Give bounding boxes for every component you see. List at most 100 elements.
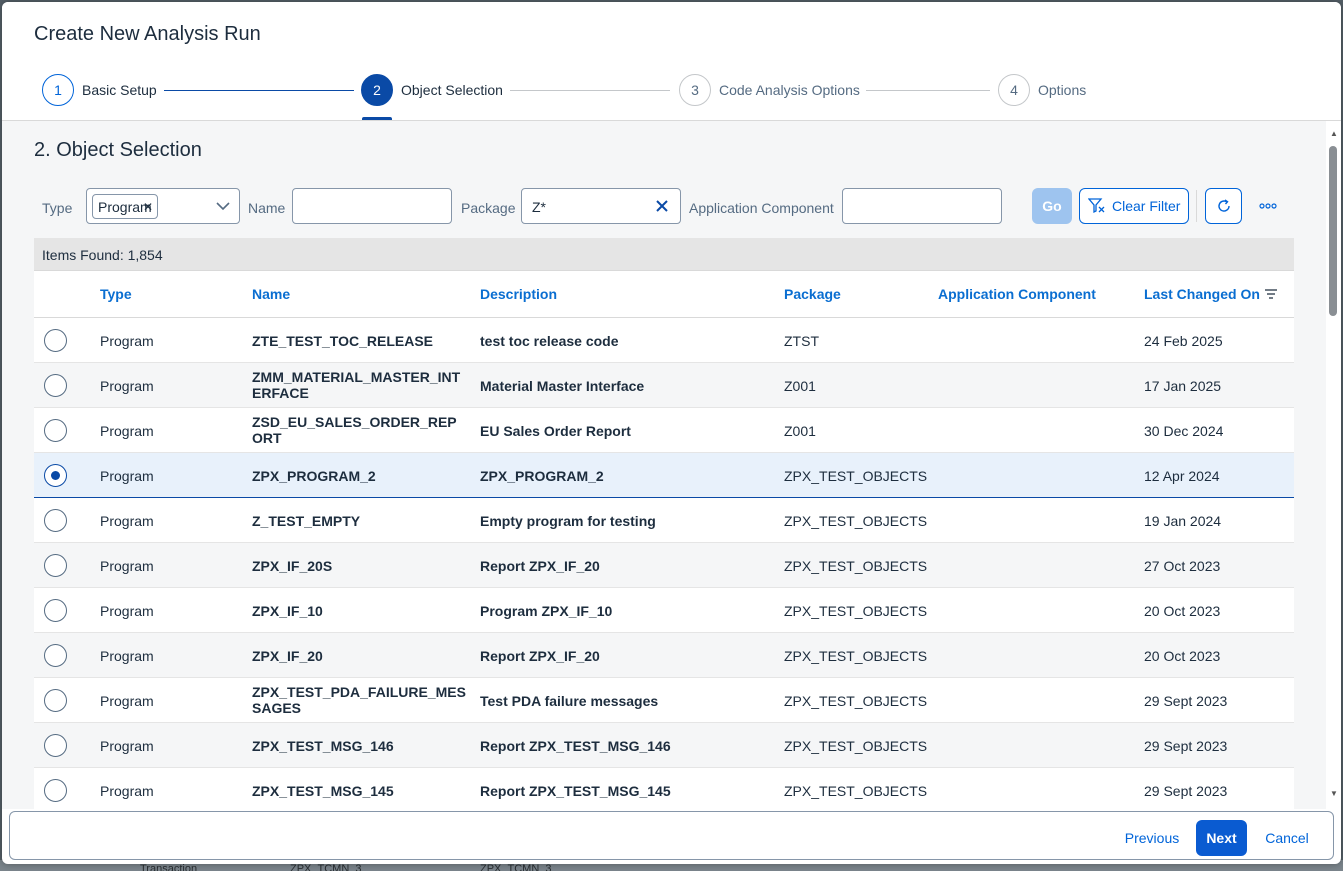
cancel-button[interactable]: Cancel: [1265, 830, 1309, 846]
background-app-strip: Transaction ZPX_TCMN_3 ZPX_TCMN_3: [0, 860, 1343, 871]
cell-description: EU Sales Order Report: [480, 423, 631, 439]
objects-table: Items Found: 1,854 Type Name Description…: [34, 238, 1294, 809]
chevron-down-icon[interactable]: [215, 198, 231, 214]
package-filter-input[interactable]: Z*: [521, 188, 681, 224]
cell-name: ZPX_IF_10: [252, 603, 323, 619]
wizard-step-object-selection[interactable]: 2 Object Selection: [361, 74, 503, 106]
dialog-content[interactable]: 2. Object Selection Type Program ✕ Name …: [2, 121, 1326, 809]
row-select-radio[interactable]: [44, 419, 67, 442]
table-row[interactable]: Program ZPX_PROGRAM_2 ZPX_PROGRAM_2 ZPX_TES…: [34, 453, 1294, 498]
package-filter-label: Package: [461, 200, 516, 216]
cell-name: ZPX_TEST_PDA_FAILURE_MESSAGES: [252, 684, 466, 716]
cell-name: ZPX_TEST_MSG_145: [252, 783, 394, 799]
cell-last-changed-on: 29 Sept 2023: [1144, 738, 1228, 754]
step-number: 4: [998, 74, 1030, 106]
refresh-button[interactable]: [1205, 188, 1242, 224]
row-select-radio[interactable]: [44, 644, 67, 667]
cell-package: Z001: [784, 378, 816, 394]
cell-last-changed-on: 19 Jan 2024: [1144, 513, 1222, 529]
previous-button[interactable]: Previous: [1124, 830, 1180, 846]
overflow-icon: [1259, 203, 1277, 209]
row-select-radio[interactable]: [44, 374, 67, 397]
table-body: Program ZTE_TEST_TOC_RELEASE test toc rele…: [34, 318, 1294, 809]
row-select-radio[interactable]: [44, 779, 67, 802]
column-header-type[interactable]: Type: [100, 286, 132, 302]
table-row[interactable]: Program Z_TEST_EMPTY Empty program for tes…: [34, 498, 1294, 543]
cell-name: ZSD_EU_SALES_ORDER_REPORT: [252, 414, 457, 446]
cell-name: ZTE_TEST_TOC_RELEASE: [252, 333, 434, 349]
refresh-icon: [1217, 199, 1230, 212]
close-icon[interactable]: [654, 198, 670, 214]
scroll-thumb[interactable]: [1329, 146, 1337, 316]
column-header-last-changed-on[interactable]: Last Changed On: [1144, 286, 1260, 302]
cell-last-changed-on: 27 Oct 2023: [1144, 558, 1221, 574]
table-row[interactable]: Program ZSD_EU_SALES_ORDER_REPORT EU Sales…: [34, 408, 1294, 453]
go-button[interactable]: Go: [1032, 188, 1072, 224]
type-token-text: Program: [98, 198, 152, 215]
table-row[interactable]: Program ZPX_TEST_MSG_146 Report ZPX_TEST_M…: [34, 723, 1294, 768]
cell-type: Program: [100, 603, 154, 619]
clear-filter-label: Clear Filter: [1112, 198, 1181, 214]
content-scrollbar[interactable]: ▲ ▼: [1326, 121, 1341, 809]
table-row[interactable]: Program ZPX_TEST_PDA_FAILURE_MESSAGES Test…: [34, 678, 1294, 723]
cell-last-changed-on: 29 Sept 2023: [1144, 783, 1228, 799]
table-row[interactable]: Program ZTE_TEST_TOC_RELEASE test toc rele…: [34, 318, 1294, 363]
step-number: 2: [361, 74, 393, 106]
cell-description: Report ZPX_TEST_MSG_145: [480, 783, 671, 799]
step-number: 3: [679, 74, 711, 106]
sort-descending-icon[interactable]: [1264, 288, 1278, 300]
cell-description: Report ZPX_TEST_MSG_146: [480, 738, 671, 754]
cell-name: Z_TEST_EMPTY: [252, 513, 361, 529]
cell-description: test toc release code: [480, 333, 619, 349]
wizard-step-basic-setup[interactable]: 1 Basic Setup: [42, 74, 157, 106]
close-icon[interactable]: ✕: [142, 200, 154, 214]
cell-description: Report ZPX_IF_20: [480, 648, 600, 664]
step-label: Options: [1038, 82, 1087, 98]
table-row[interactable]: Program ZPX_IF_20 Report ZPX_IF_20 ZPX_TEST…: [34, 633, 1294, 678]
cell-last-changed-on: 20 Oct 2023: [1144, 603, 1221, 619]
table-row[interactable]: Program ZPX_IF_10 Program ZPX_IF_10 ZPX_TES…: [34, 588, 1294, 633]
type-filter-input[interactable]: Program ✕: [86, 188, 240, 224]
clear-filter-button[interactable]: Clear Filter: [1079, 188, 1189, 224]
wizard-step-code-analysis-options[interactable]: 3 Code Analysis Options: [679, 74, 860, 106]
row-select-radio[interactable]: [44, 509, 67, 532]
column-header-description[interactable]: Description: [480, 286, 558, 302]
section-title: 2. Object Selection: [34, 139, 202, 161]
cell-package: ZTST: [784, 333, 819, 349]
row-select-radio[interactable]: [44, 599, 67, 622]
app-component-filter-label: Application Component: [689, 200, 834, 216]
cell-name: ZPX_IF_20S: [252, 558, 333, 574]
scroll-down-icon[interactable]: ▼: [1330, 789, 1338, 798]
cell-description: Report ZPX_IF_20: [480, 558, 600, 574]
cell-description: ZPX_PROGRAM_2: [480, 468, 604, 484]
cell-package: Z001: [784, 423, 816, 439]
row-select-radio[interactable]: [44, 329, 67, 352]
table-row[interactable]: Program ZMM_MATERIAL_MASTER_INTERFACE Mate…: [34, 363, 1294, 408]
row-select-radio[interactable]: [44, 734, 67, 757]
cell-type: Program: [100, 468, 154, 484]
step-connector: [866, 90, 990, 91]
column-header-application-component[interactable]: Application Component: [938, 286, 1096, 302]
table-row[interactable]: Program ZPX_IF_20S Report ZPX_IF_20 ZPX_TES…: [34, 543, 1294, 588]
column-header-package[interactable]: Package: [784, 286, 841, 302]
next-button[interactable]: Next: [1196, 820, 1247, 856]
row-select-radio[interactable]: [44, 689, 67, 712]
type-token[interactable]: Program: [92, 194, 158, 219]
column-header-name[interactable]: Name: [252, 286, 291, 302]
row-select-radio[interactable]: [44, 554, 67, 577]
cell-description: Program ZPX_IF_10: [480, 603, 613, 619]
cell-last-changed-on: 20 Oct 2023: [1144, 648, 1221, 664]
cell-package: ZPX_TEST_OBJECTS: [784, 603, 928, 619]
name-filter-input[interactable]: [292, 188, 452, 224]
table-row[interactable]: Program ZPX_TEST_MSG_145 Report ZPX_TEST_M…: [34, 768, 1294, 809]
cell-description: Material Master Interface: [480, 378, 645, 394]
app-component-filter-input[interactable]: [842, 188, 1002, 224]
cell-package: ZPX_TEST_OBJECTS: [784, 558, 928, 574]
scroll-up-icon[interactable]: ▲: [1330, 129, 1338, 138]
dialog-footer: Previous Next Cancel: [9, 811, 1334, 860]
row-select-radio[interactable]: [44, 464, 67, 487]
more-options-button[interactable]: [1250, 188, 1286, 224]
cell-type: Program: [100, 378, 154, 394]
cell-name: ZPX_IF_20: [252, 648, 323, 664]
wizard-step-options[interactable]: 4 Options: [998, 74, 1086, 106]
